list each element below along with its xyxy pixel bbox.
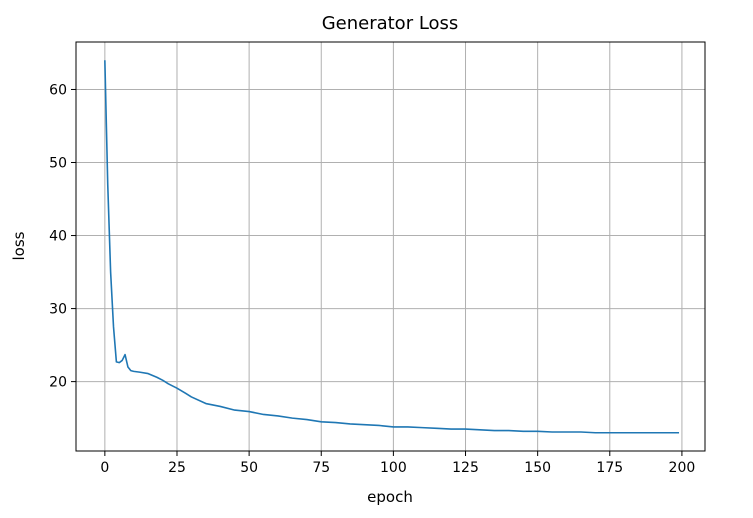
y-tick-label: 30 xyxy=(49,302,67,318)
series-line xyxy=(104,60,680,434)
x-tick-label: 100 xyxy=(380,460,407,476)
x-tick-label: 150 xyxy=(524,460,551,476)
x-axis: 0 25 50 75 100 125 150 175 200 xyxy=(100,451,695,476)
x-tick-label: 125 xyxy=(452,460,479,476)
x-tick-label: 200 xyxy=(669,460,696,476)
y-axis: 20 30 40 50 60 xyxy=(49,82,76,391)
y-tick-label: 20 xyxy=(49,375,67,391)
plot-area xyxy=(104,60,680,434)
x-tick-label: 25 xyxy=(168,460,186,476)
y-tick-label: 50 xyxy=(49,156,67,172)
x-tick-label: 75 xyxy=(312,460,330,476)
y-tick-label: 60 xyxy=(49,82,67,98)
x-tick-label: 175 xyxy=(596,460,623,476)
grid xyxy=(76,42,705,451)
y-axis-label: loss xyxy=(10,231,28,260)
chart-title: Generator Loss xyxy=(322,13,459,34)
x-tick-label: 50 xyxy=(240,460,258,476)
plot-frame xyxy=(75,41,706,452)
x-axis-label: epoch xyxy=(367,488,413,506)
x-tick-label: 0 xyxy=(100,460,109,476)
y-tick-label: 40 xyxy=(49,229,67,245)
